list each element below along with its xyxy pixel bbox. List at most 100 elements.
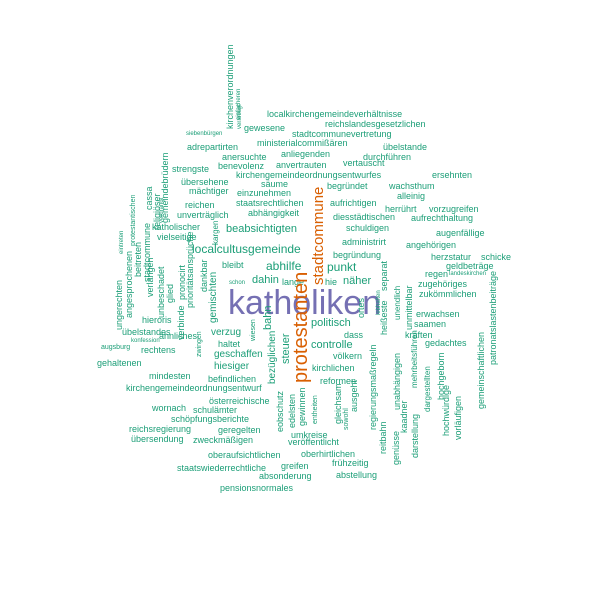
cloud-word: schuldigen xyxy=(346,223,390,233)
cloud-word: abhängigkeit xyxy=(248,208,300,218)
cloud-word: katholiken xyxy=(228,284,382,322)
cloud-word: eobschutz xyxy=(275,390,285,432)
cloud-word: gemischten xyxy=(208,271,219,323)
cloud-word: durchführen xyxy=(363,152,412,162)
cloud-word: dankbar xyxy=(199,259,209,292)
cloud-word: siebenbürgen xyxy=(186,131,223,137)
cloud-word: zugehöriges xyxy=(418,279,468,289)
cloud-word: dargestellten xyxy=(423,366,432,412)
cloud-word: schon xyxy=(229,280,246,286)
cloud-word: geschaffen xyxy=(214,349,263,360)
cloud-word: konfession xyxy=(131,338,160,344)
cloud-word: strengste xyxy=(172,164,210,174)
cloud-word: oberaufsichtlichen xyxy=(208,450,281,460)
cloud-word: wiesen xyxy=(250,319,257,341)
cloud-word: oberhirtlichen xyxy=(301,449,356,459)
cloud-word: pensionsnormales xyxy=(220,483,294,493)
cloud-word: gleichsam xyxy=(333,383,343,424)
cloud-word: stadtcommune xyxy=(310,186,327,285)
cloud-word: wachsthum xyxy=(389,181,435,191)
cloud-word: regen xyxy=(425,269,449,279)
cloud-word: angesprochenen xyxy=(124,250,134,318)
cloud-word: gemeinschaftlichen xyxy=(476,331,486,409)
cloud-word: gewesene xyxy=(244,123,286,133)
cloud-word: vorzugreifen xyxy=(429,204,479,214)
cloud-word: glied xyxy=(165,283,175,303)
cloud-word: unmittelbar xyxy=(404,285,414,330)
cloud-word: näher xyxy=(343,275,372,287)
cloud-word: begründet xyxy=(327,181,368,191)
cloud-word: kaadner xyxy=(399,400,409,433)
cloud-word: kirchenverordnungen xyxy=(225,44,235,129)
cloud-word: übersehene xyxy=(181,177,229,187)
cloud-word: entheiten xyxy=(312,395,319,424)
cloud-word: hie xyxy=(325,277,338,287)
cloud-word: angehörigen xyxy=(406,240,457,250)
cloud-word: edelsten xyxy=(287,393,297,428)
cloud-word: unverträglich xyxy=(177,210,229,220)
cloud-word: regierungsmaßregeln xyxy=(368,344,378,430)
cloud-word: schicke xyxy=(481,252,512,262)
cloud-word: anvertrauten xyxy=(276,160,327,170)
cloud-word: staatswiederrechtliche xyxy=(177,463,267,473)
cloud-word: dass xyxy=(344,330,364,340)
cloud-word: steuer xyxy=(280,333,292,364)
cloud-word: controlle xyxy=(311,339,353,351)
cloud-word: begründung xyxy=(333,250,382,260)
cloud-word: veröffentlicht xyxy=(288,437,339,447)
cloud-word: gewinnen xyxy=(297,387,307,426)
cloud-word: vertauscht xyxy=(343,158,385,168)
cloud-word: umkreise xyxy=(291,430,328,440)
cloud-word: kirchlichen xyxy=(312,363,355,373)
cloud-word: hochwürdige xyxy=(441,384,451,436)
cloud-word: prioritätsansprüche xyxy=(185,231,195,308)
cloud-word: herrührt xyxy=(385,204,417,214)
cloud-word: cassa xyxy=(144,186,154,210)
cloud-word: gedachtes xyxy=(425,338,467,348)
cloud-word: übersendung xyxy=(131,434,184,444)
cloud-word: stadtcommunevertretung xyxy=(292,129,392,139)
cloud-word: bleibt xyxy=(222,260,244,270)
cloud-word: frühzeitig xyxy=(332,458,369,468)
cloud-word: haltet xyxy=(218,339,241,349)
cloud-word: ähnliches xyxy=(159,331,198,341)
cloud-word: gehaltenen xyxy=(97,358,142,368)
cloud-word: vorläufigen xyxy=(453,395,463,440)
cloud-word: ortes xyxy=(356,297,366,318)
cloud-word: separat xyxy=(379,260,389,291)
cloud-word: kräften xyxy=(405,330,433,340)
cloud-word: benevolenz xyxy=(218,161,265,171)
cloud-word: hieroris xyxy=(142,315,172,325)
cloud-word: augenfällige xyxy=(436,228,485,238)
cloud-word: reitbahn xyxy=(378,421,388,454)
cloud-word: anliegenden xyxy=(281,149,331,159)
cloud-word: protestanten xyxy=(290,271,312,383)
cloud-word: kargen xyxy=(211,220,220,245)
cloud-word: eintreten xyxy=(119,230,125,254)
cloud-word: ministerialcommißären xyxy=(257,138,348,148)
cloud-word: reichslandesgesetzlichen xyxy=(325,119,426,129)
cloud-word: reichsregierung xyxy=(129,424,192,434)
cloud-word: österreichische xyxy=(209,396,270,406)
cloud-word: verbinde xyxy=(176,305,186,340)
cloud-word: abstellung xyxy=(336,470,378,480)
cloud-word: absonderung xyxy=(259,471,312,481)
cloud-word: rechtens xyxy=(141,345,176,355)
cloud-word: säume xyxy=(261,179,289,189)
cloud-word: schulämter xyxy=(193,405,238,415)
cloud-word: anersuchte xyxy=(222,152,267,162)
cloud-word: völkern xyxy=(333,351,363,361)
cloud-word: dahin xyxy=(252,274,279,286)
cloud-word: mächtiger xyxy=(189,186,229,196)
cloud-word: geldbeträge xyxy=(446,261,494,271)
cloud-word: darstellung xyxy=(410,413,420,458)
cloud-word: hiesiger xyxy=(214,361,250,372)
cloud-word: veranlagt xyxy=(237,104,243,129)
cloud-word: zwingen xyxy=(196,331,203,357)
cloud-word: wornach xyxy=(152,403,187,413)
cloud-word: saamen xyxy=(414,319,447,329)
cloud-word: vielseitige xyxy=(157,232,197,242)
cloud-word: localcultusgemeinde xyxy=(192,242,301,256)
cloud-word: diesstädtischen xyxy=(333,212,396,222)
